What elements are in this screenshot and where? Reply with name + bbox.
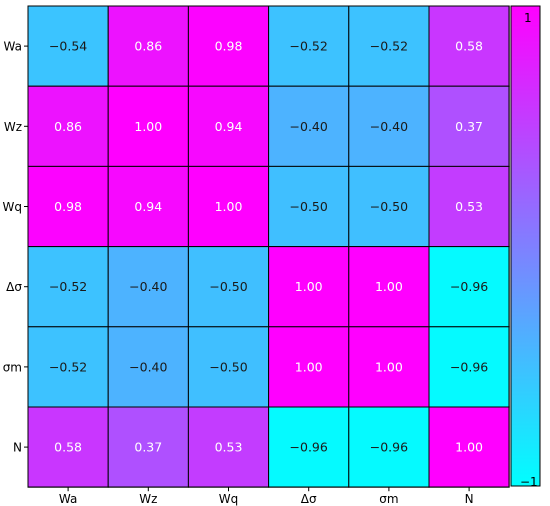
plot-frame xyxy=(27,5,510,488)
heatmap-cell xyxy=(348,246,430,328)
heatmap-cell-label: −0.50 xyxy=(209,279,247,294)
heatmap-cell-label: −0.96 xyxy=(290,440,328,455)
heatmap-cell xyxy=(27,5,109,87)
heatmap-cell xyxy=(187,246,270,328)
heatmap-cell-label: 0.86 xyxy=(134,39,162,54)
row-tick-label: Wz xyxy=(4,120,22,134)
heatmap-cell-label: −0.96 xyxy=(370,440,408,455)
heatmap-cell xyxy=(428,85,510,167)
heatmap-cell-label: −0.52 xyxy=(49,359,87,374)
heatmap-cell-label: −0.40 xyxy=(370,119,408,134)
row-tick-label: σm xyxy=(3,360,22,374)
column-tick-label: Wa xyxy=(59,492,77,506)
heatmap-cell-label: −0.52 xyxy=(370,39,408,54)
heatmap-cell-label: 0.37 xyxy=(455,119,483,134)
heatmap-cell xyxy=(428,165,510,248)
column-tick-label: Wq xyxy=(219,492,238,506)
heatmap-cell-label: −0.40 xyxy=(290,119,328,134)
heatmap-cell-label: −0.50 xyxy=(370,199,408,214)
row-tick-label: Wa xyxy=(4,40,22,54)
heatmap-cell xyxy=(428,5,510,87)
heatmap-cell-label: 0.94 xyxy=(134,199,162,214)
heatmap-cell-label: 0.53 xyxy=(215,440,243,455)
heatmap-cell-label: −0.52 xyxy=(49,279,87,294)
colorbar-gradient xyxy=(510,5,541,487)
row-tick-label: Δσ xyxy=(6,280,22,294)
heatmap-cell xyxy=(268,326,350,408)
heatmap-cell xyxy=(268,165,350,248)
column-tick-label: Wz xyxy=(139,492,157,506)
heatmap-cell xyxy=(27,326,109,408)
heatmap-cell xyxy=(348,326,430,408)
heatmap-cell xyxy=(107,165,189,248)
heatmap-cell-label: 1.00 xyxy=(295,359,323,374)
heatmap-cell xyxy=(268,246,350,328)
column-tick-label: Δσ xyxy=(301,492,317,506)
heatmap-cell-label: 0.94 xyxy=(215,119,243,134)
heatmap-cell-label: 0.53 xyxy=(455,199,483,214)
heatmap-cell-label: 0.98 xyxy=(215,39,243,54)
heatmap-cell-label: −0.96 xyxy=(450,279,488,294)
heatmap-cell xyxy=(268,5,350,87)
heatmap-cell xyxy=(107,5,189,87)
heatmap-cell-label: −0.54 xyxy=(49,39,87,54)
heatmap-cell-label: 1.00 xyxy=(215,199,243,214)
heatmap-cell xyxy=(348,406,430,488)
heatmap-cell xyxy=(107,85,189,167)
heatmap-cell xyxy=(428,406,510,488)
column-tick-label: σm xyxy=(379,492,398,506)
heatmap-cell xyxy=(348,165,430,248)
heatmap-cell xyxy=(27,406,109,488)
heatmap-cell-label: −0.52 xyxy=(290,39,328,54)
heatmap-cell-label: 1.00 xyxy=(295,279,323,294)
heatmap-cell xyxy=(27,165,109,248)
heatmap-cell-label: 0.98 xyxy=(54,199,82,214)
colorbar: 1 −1 xyxy=(510,5,541,489)
heatmap-cell xyxy=(268,85,350,167)
heatmap-cell-labels: −0.54 0.86 0.98 −0.52 −0.52 0.58 0.86 1.00 0.94 −… xyxy=(49,39,488,455)
heatmap-cell-label: 1.00 xyxy=(455,440,483,455)
row-tick-labels: Wa Wz Wq Δσ σm N xyxy=(3,40,28,455)
heatmap-cell xyxy=(107,246,189,328)
row-tick-label: Wq xyxy=(3,200,22,214)
heatmap-cell-label: 1.00 xyxy=(134,119,162,134)
column-tick-label: N xyxy=(465,492,474,506)
colorbar-max-label: 1 xyxy=(524,11,532,25)
heatmap-cell-label: −0.50 xyxy=(290,199,328,214)
colorbar-min-label: −1 xyxy=(520,475,538,489)
heatmap-cell-label: 0.58 xyxy=(54,440,82,455)
heatmap-cell xyxy=(348,5,430,87)
heatmap-cell xyxy=(187,326,270,408)
heatmap-cell-label: −0.96 xyxy=(450,359,488,374)
heatmap-cell-label: 0.58 xyxy=(455,39,483,54)
heatmap-cell-label: −0.40 xyxy=(129,279,167,294)
column-tick-labels: Wa Wz Wq Δσ σm N xyxy=(59,487,474,506)
heatmap-cell-label: 0.86 xyxy=(54,119,82,134)
heatmap-cell-label: 1.00 xyxy=(375,359,403,374)
heatmap-cell-label: −0.40 xyxy=(129,359,167,374)
heatmap-cells xyxy=(27,5,510,488)
heatmap-cell xyxy=(27,246,109,328)
row-tick-label: N xyxy=(13,441,22,455)
heatmap-cell-label: 1.00 xyxy=(375,279,403,294)
heatmap-cell-label: −0.50 xyxy=(209,359,247,374)
heatmap-cell-label: 0.37 xyxy=(134,440,162,455)
